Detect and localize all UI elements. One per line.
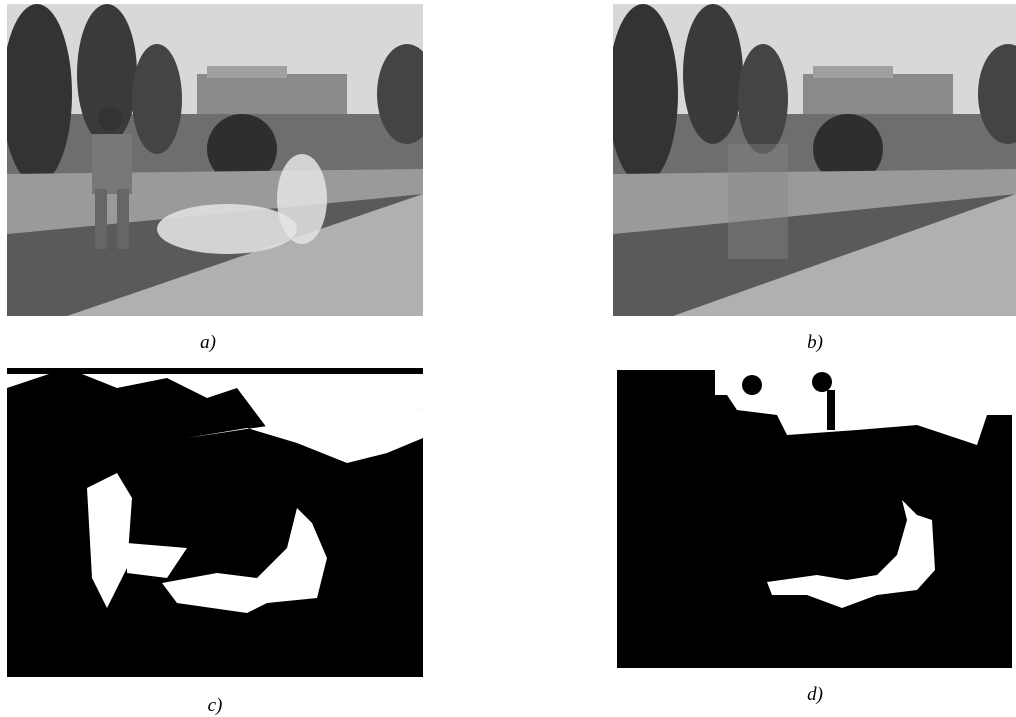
caption: b) xyxy=(785,332,845,354)
photo-background xyxy=(613,4,1016,316)
caption: a) xyxy=(178,332,238,354)
caption: d) xyxy=(785,684,845,706)
photo-smoke-person xyxy=(7,4,423,316)
mask-raw xyxy=(7,368,423,677)
mask-filtered xyxy=(617,370,1012,668)
caption: c) xyxy=(185,695,245,717)
figure-page: a) b) c) d) (() => { const data = JSON.p… xyxy=(0,0,1016,717)
